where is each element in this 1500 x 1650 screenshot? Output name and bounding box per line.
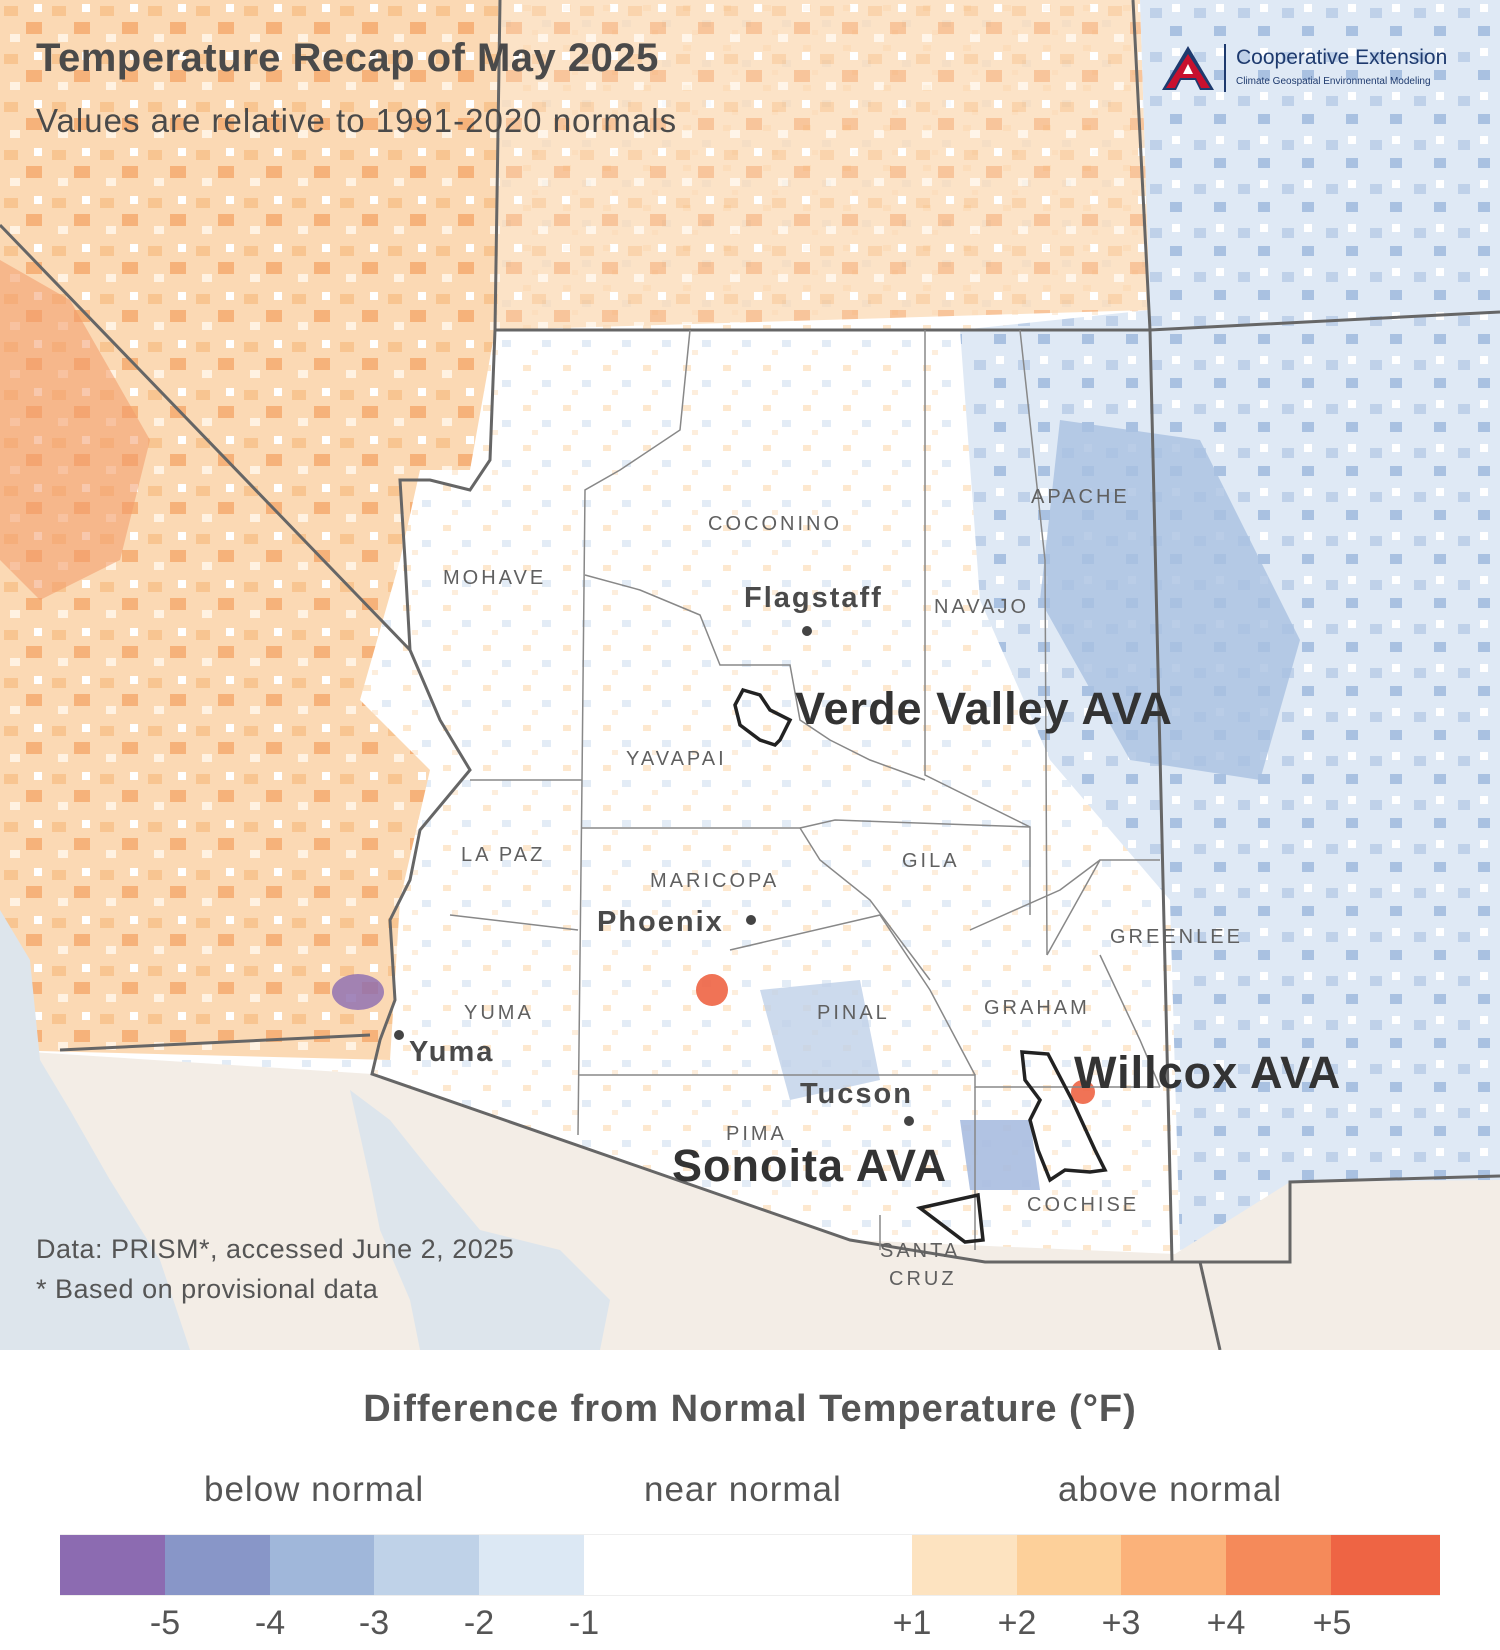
county-label-santa: SANTA: [880, 1240, 961, 1262]
gulf-of-california: [350, 1090, 610, 1350]
county-label-cochise: COCHISE: [1027, 1194, 1140, 1216]
hot-spot-willcox: [1071, 1080, 1095, 1104]
legend-swatch-5: [584, 1535, 912, 1595]
county-label-la-paz: LA PAZ: [461, 844, 546, 866]
city-label-phoenix: Phoenix: [597, 906, 724, 938]
legend-swatch-9: [1226, 1535, 1331, 1595]
legend-swatch-7: [1017, 1535, 1121, 1595]
ava-label-verde-valley: Verde Valley AVA: [795, 683, 1173, 734]
city-label-flagstaff: Flagstaff: [744, 582, 883, 614]
legend-tick-minus-1: -1: [568, 1604, 600, 1642]
legend-tick-minus-5: -5: [149, 1604, 181, 1642]
phoenix-dot: [746, 915, 756, 925]
strong-warm-anomaly: [0, 260, 150, 600]
legend-tick-plus-5: +5: [1312, 1604, 1352, 1642]
hot-spot-phoenix: [696, 974, 728, 1006]
logo-subtitle: Climate Geospatial Environmental Modelin…: [1236, 76, 1431, 87]
legend-color-bar: [60, 1534, 1440, 1596]
legend-swatch-3: [374, 1535, 479, 1595]
cold-spot: [332, 974, 384, 1010]
data-source-credit: Data: PRISM*, accessed June 2, 2025: [36, 1234, 515, 1264]
county-label-apache: APACHE: [1031, 486, 1130, 508]
map-subtitle: Values are relative to 1991-2020 normals: [36, 102, 678, 139]
provisional-data-note: * Based on provisional data: [36, 1274, 379, 1304]
legend-swatch-8: [1121, 1535, 1226, 1595]
county-label-coconino: COCONINO: [708, 513, 842, 535]
legend-tick-plus-3: +3: [1101, 1604, 1141, 1642]
county-label-greenlee: GREENLEE: [1110, 926, 1243, 948]
ava-label-sonoita: Sonoita AVA: [672, 1140, 948, 1191]
county-label-yuma: YUMA: [464, 1002, 534, 1024]
legend-swatch-6: [912, 1535, 1017, 1595]
ava-label-willcox: Willcox AVA: [1074, 1047, 1342, 1098]
map-title: Temperature Recap of May 2025: [36, 36, 659, 80]
legend-title: Difference from Normal Temperature (°F): [363, 1388, 1137, 1430]
county-label-yavapai: YAVAPAI: [626, 748, 727, 770]
legend-swatch-10: [1331, 1535, 1440, 1595]
county-label-mohave: MOHAVE: [443, 567, 547, 589]
city-label-tucson: Tucson: [800, 1078, 913, 1110]
county-label-pima: PIMA: [726, 1123, 787, 1145]
city-label-yuma: Yuma: [409, 1036, 495, 1068]
county-label-maricopa: MARICOPA: [650, 870, 780, 892]
legend-group-below-normal: below normal: [204, 1470, 425, 1509]
pacific-ocean: [0, 910, 190, 1350]
cool-anomaly-core: [1040, 420, 1300, 780]
legend-group-above-normal: above normal: [1058, 1470, 1283, 1509]
warm-anomaly-region-north: [495, 0, 1150, 330]
warm-anomaly-region: [0, 0, 500, 1060]
logo-divider: [1224, 44, 1226, 92]
willcox-ava-boundary: [1020, 1050, 1108, 1183]
logo-name: Cooperative Extension: [1236, 46, 1448, 69]
county-label-gila: GILA: [902, 850, 960, 872]
county-label-pinal: PINAL: [817, 1002, 890, 1024]
county-label-graham: GRAHAM: [984, 997, 1090, 1019]
verde-valley-ava-boundary: [733, 687, 793, 748]
tucson-dot: [904, 1116, 914, 1126]
legend-tick-minus-4: -4: [254, 1604, 286, 1642]
cool-anomaly-cochise: [960, 1120, 1040, 1190]
flagstaff-dot: [802, 626, 812, 636]
county-borders: [449, 329, 1161, 1250]
legend-tick-plus-1: +1: [892, 1604, 932, 1642]
legend-swatch-4: [479, 1535, 584, 1595]
legend-swatch-0: [60, 1535, 165, 1595]
university-a-logo-icon: [1162, 46, 1214, 90]
state-borders: [0, 0, 1500, 1350]
yuma-dot: [394, 1030, 404, 1040]
legend-tick-minus-2: -2: [463, 1604, 495, 1642]
county-label-cruz: CRUZ: [889, 1268, 957, 1290]
county-label-navajo: NAVAJO: [934, 596, 1030, 618]
cool-anomaly-south: [760, 980, 880, 1100]
legend-tick-plus-4: +4: [1206, 1604, 1246, 1642]
legend-tick-minus-3: -3: [358, 1604, 390, 1642]
legend-swatch-2: [270, 1535, 374, 1595]
temperature-anomaly-map: [0, 0, 1500, 1350]
sonoita-ava-boundary: [915, 1192, 985, 1244]
legend-group-near-normal: near normal: [644, 1470, 842, 1509]
legend-tick-plus-2: +2: [997, 1604, 1037, 1642]
legend-swatch-1: [165, 1535, 270, 1595]
